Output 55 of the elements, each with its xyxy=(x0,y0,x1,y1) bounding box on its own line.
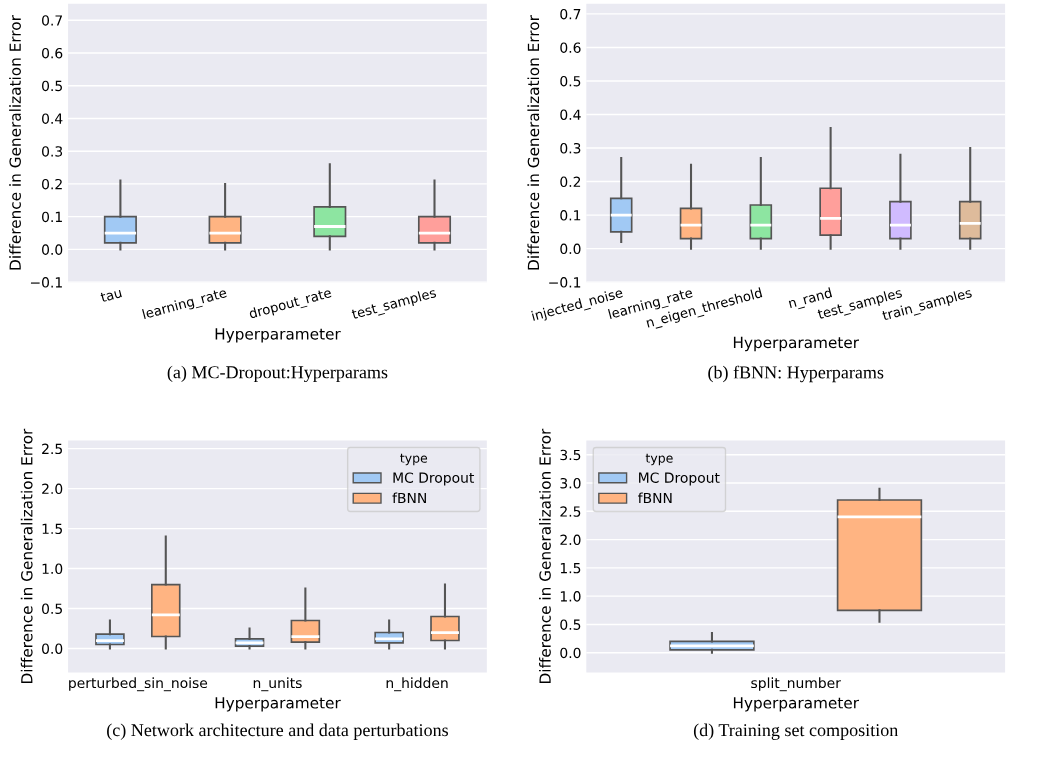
y-tick-label: 0.0 xyxy=(560,243,581,255)
x-tick-label: n_units xyxy=(253,677,302,692)
y-axis-title: Difference in Generalization Error xyxy=(527,15,540,270)
text: (c) Network architecture and data perturbations xyxy=(107,723,448,740)
y-tick-label: 0.4 xyxy=(42,113,63,124)
text: (d) Training set composition xyxy=(693,723,899,740)
y-axis-title: Difference in Generalization Error xyxy=(20,428,33,683)
y-tick-label: 0.3 xyxy=(42,146,63,157)
y-tick-label: 0.3 xyxy=(560,143,581,154)
y-tick-label: 0.0 xyxy=(42,244,63,255)
y-tick-label: −0.1 xyxy=(30,277,62,288)
y-tick-label: 2.0 xyxy=(42,483,63,495)
y-tick-label: 0.5 xyxy=(42,603,62,615)
y-tick-label: 0.5 xyxy=(42,80,62,92)
y-tick-label: 1.5 xyxy=(42,523,62,535)
y-tick-label: 2.5 xyxy=(42,443,62,455)
text: (b) fBNN: Hyperparams xyxy=(708,365,884,383)
x-axis-title: Hyperparameter xyxy=(215,328,341,343)
y-axis-title: Difference in Generalization Error xyxy=(9,15,21,270)
x-axis-title: Hyperparameter xyxy=(733,336,859,352)
legend-label: MC Dropout xyxy=(639,472,720,486)
y-tick-label: 0.0 xyxy=(42,643,63,654)
text: (a) MC-Dropout:Hyperparams xyxy=(167,365,388,383)
y-tick-label: 0.5 xyxy=(560,75,581,87)
y-tick-label: 0.0 xyxy=(560,647,581,659)
y-tick-label: 1.0 xyxy=(42,563,63,575)
y-tick-label: 0.1 xyxy=(42,211,62,223)
y-tick-label: 0.7 xyxy=(42,15,63,26)
y-tick-label: 1.0 xyxy=(560,591,581,602)
legend-label: fBNN xyxy=(638,492,672,504)
y-tick-label: 0.6 xyxy=(560,42,581,53)
y-axis-title: Difference in Generalization Error xyxy=(539,428,551,683)
x-tick-label: n_hidden xyxy=(386,677,448,692)
y-tick-label: 0.6 xyxy=(42,47,63,59)
y-tick-label: 0.4 xyxy=(560,109,581,120)
y-tick-label: 0.1 xyxy=(560,210,581,221)
y-tick-label: 2.0 xyxy=(560,534,581,546)
y-tick-label: 3.0 xyxy=(560,478,581,489)
x-axis-title: Hyperparameter xyxy=(215,697,341,712)
legend-label: fBNN xyxy=(392,492,426,504)
y-tick-label: 1.5 xyxy=(560,563,581,574)
x-tick-label: perturbed_sin_noise xyxy=(69,677,208,692)
y-tick-label: 3.5 xyxy=(560,449,581,461)
x-axis-title: Hyperparameter xyxy=(733,697,859,712)
y-tick-label: 0.2 xyxy=(42,178,62,190)
y-tick-label: −0.1 xyxy=(549,277,581,288)
legend-title: type xyxy=(400,453,428,466)
x-tick-label: split_number xyxy=(751,677,841,692)
y-tick-label: 0.2 xyxy=(560,176,581,188)
y-tick-label: 0.5 xyxy=(560,619,581,630)
y-tick-label: 0.7 xyxy=(560,8,581,20)
y-tick-label: 2.5 xyxy=(560,506,581,517)
legend-label: MC Dropout xyxy=(393,472,475,486)
x-tick-label: tau xyxy=(100,288,122,303)
legend-title: type xyxy=(645,453,673,466)
